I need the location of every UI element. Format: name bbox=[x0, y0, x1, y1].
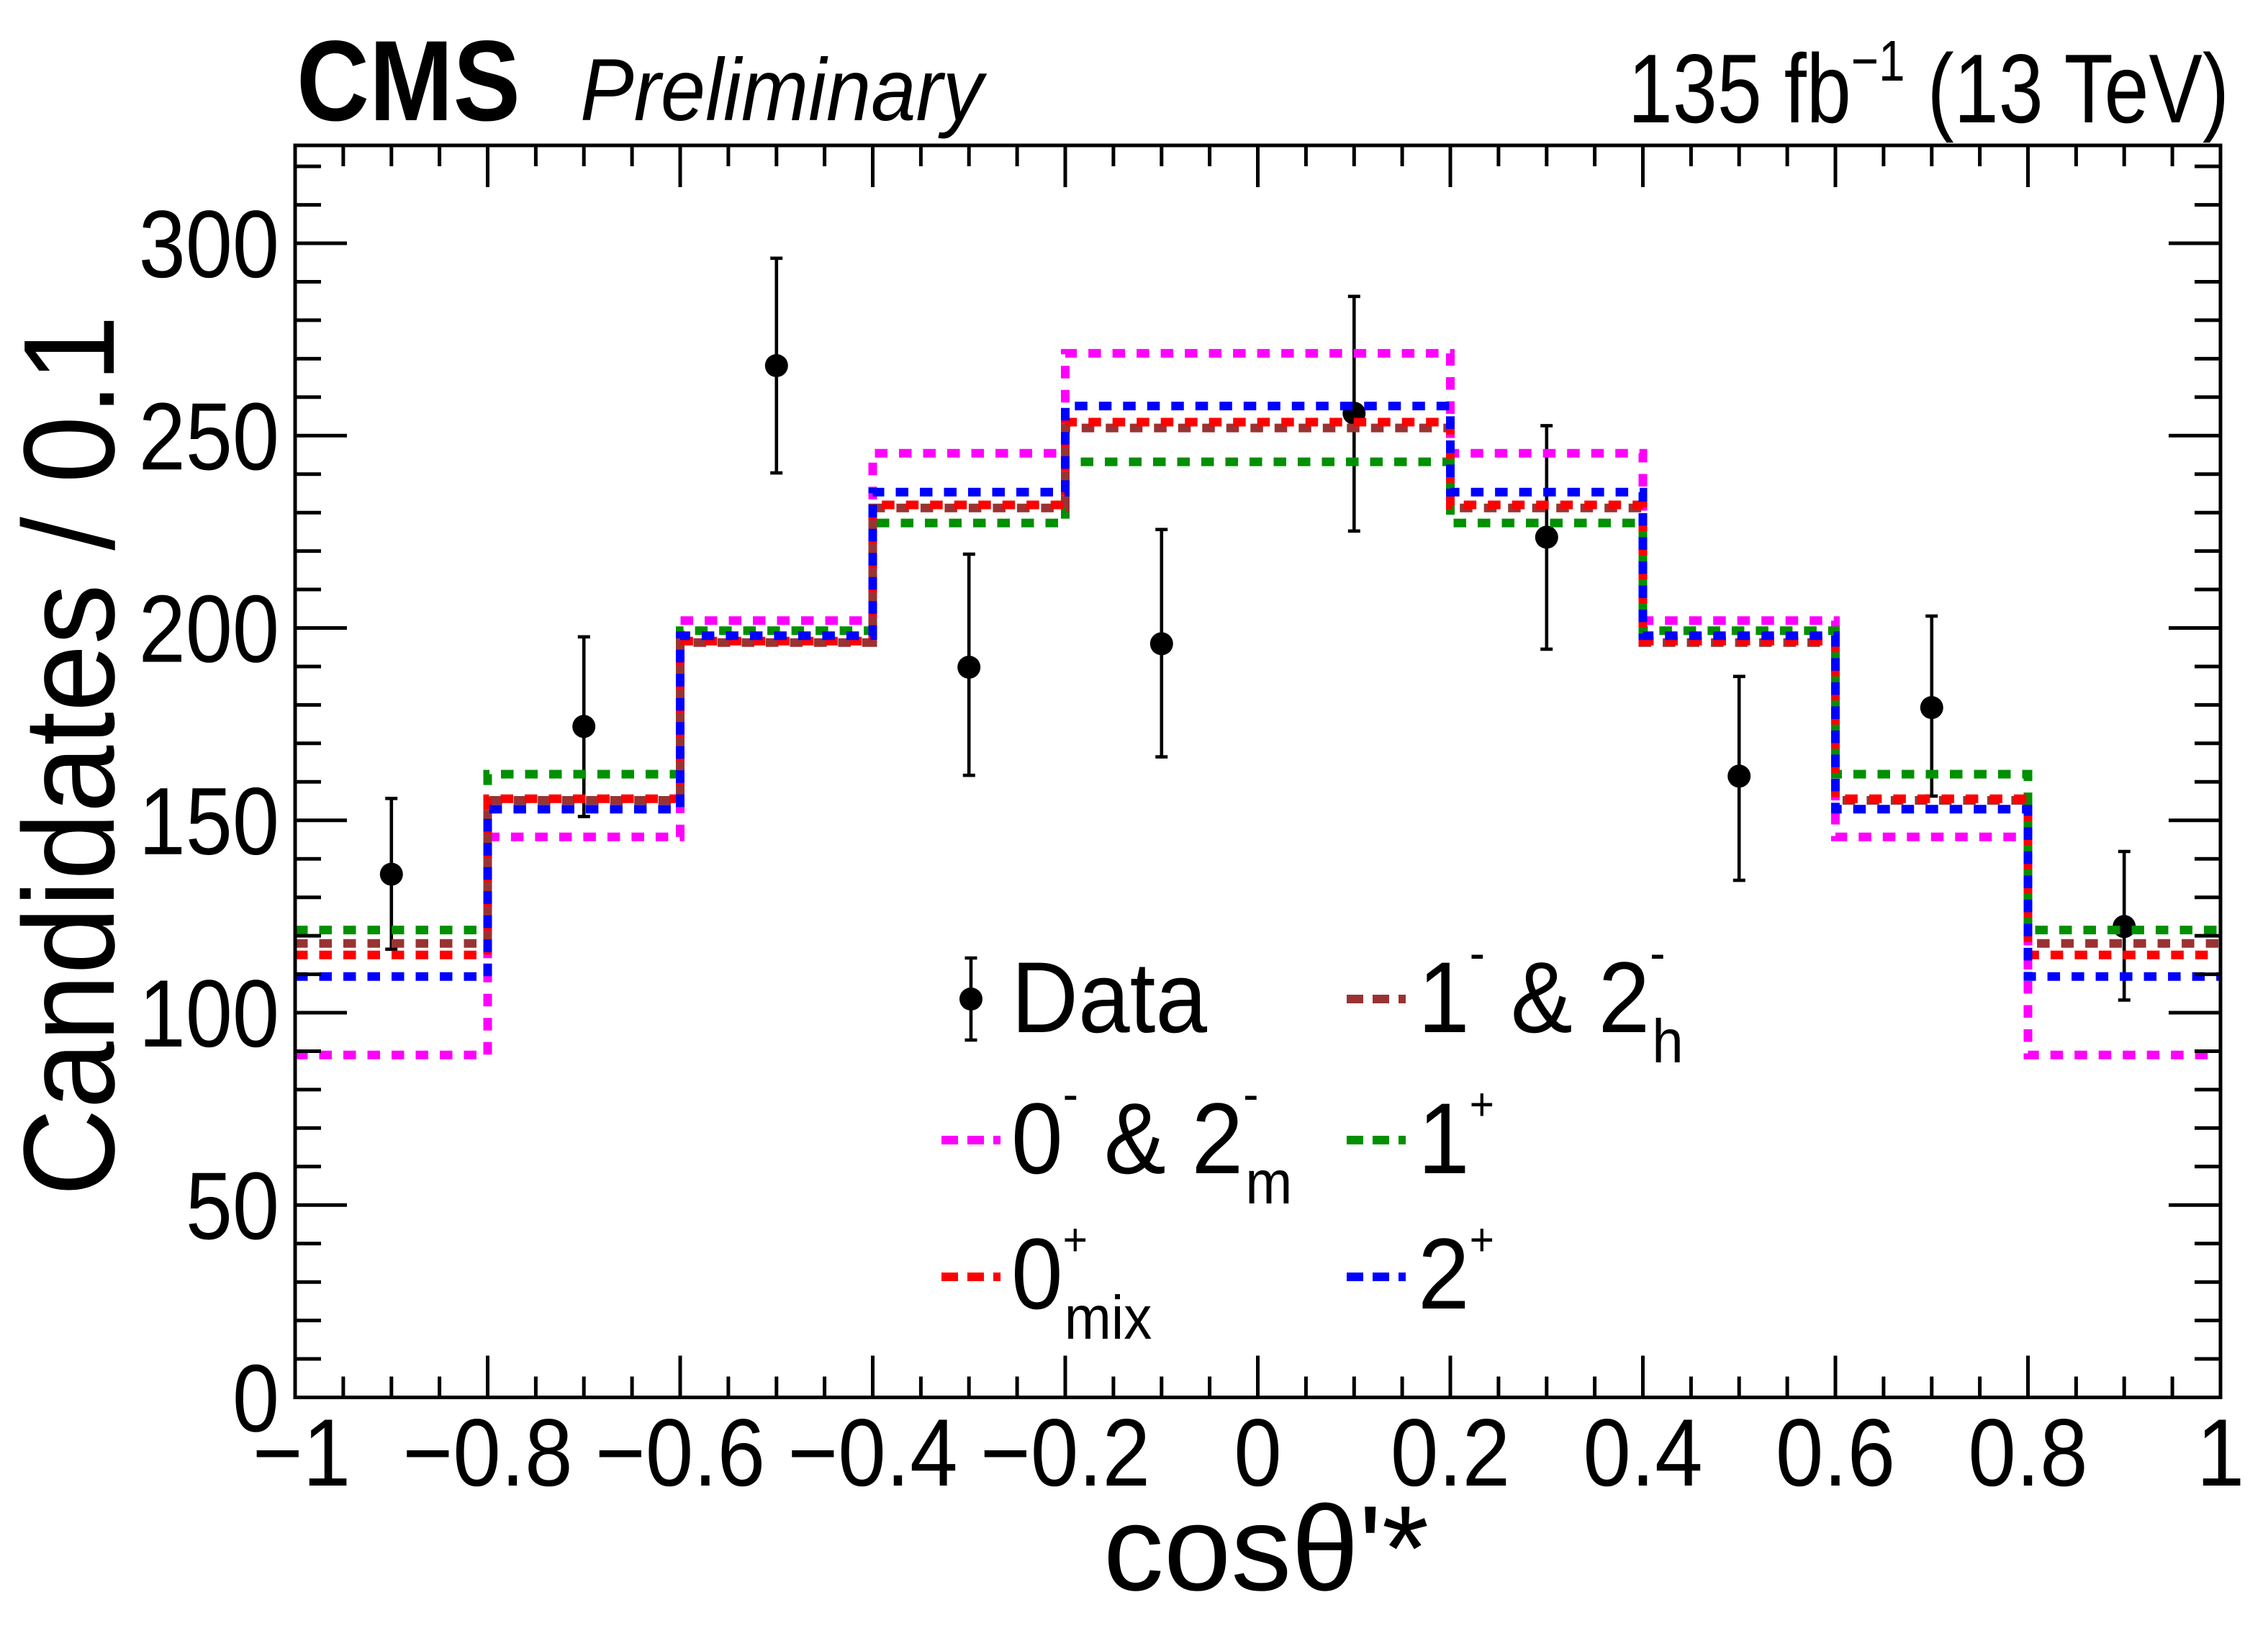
svg-text:0: 0 bbox=[232, 1345, 279, 1452]
svg-text:135 fb−1 (13 TeV): 135 fb−1 (13 TeV) bbox=[1628, 29, 2229, 144]
svg-text:150: 150 bbox=[139, 768, 279, 875]
svg-text:0: 0 bbox=[1234, 1398, 1282, 1506]
svg-text:Preliminary: Preliminary bbox=[580, 40, 988, 139]
svg-text:300: 300 bbox=[139, 191, 279, 298]
svg-text:Candidates / 0.1: Candidates / 0.1 bbox=[0, 315, 141, 1196]
svg-text:0.6: 0.6 bbox=[1776, 1398, 1895, 1506]
svg-text:0.4: 0.4 bbox=[1583, 1398, 1702, 1506]
svg-text:−0.8: −0.8 bbox=[402, 1398, 572, 1506]
svg-text:50: 50 bbox=[186, 1152, 279, 1260]
svg-text:−0.2: −0.2 bbox=[980, 1398, 1150, 1506]
svg-text:cosθ'*: cosθ'* bbox=[1103, 1481, 1429, 1616]
svg-text:250: 250 bbox=[139, 383, 279, 490]
svg-text:1-​ & 2-​h​: 1-​ & 2-​h​ bbox=[1418, 926, 1684, 1076]
svg-text:Data: Data bbox=[1011, 941, 1207, 1054]
svg-text:CMS: CMS bbox=[297, 17, 520, 145]
svg-text:0.2: 0.2 bbox=[1391, 1398, 1510, 1506]
svg-text:200: 200 bbox=[139, 576, 279, 683]
svg-text:1: 1 bbox=[2197, 1398, 2245, 1506]
svg-text:−1: −1 bbox=[253, 1398, 351, 1506]
svg-text:−0.6: −0.6 bbox=[595, 1398, 765, 1506]
svg-text:100: 100 bbox=[139, 960, 279, 1067]
svg-text:−0.4: −0.4 bbox=[787, 1398, 957, 1506]
svg-text:0.8: 0.8 bbox=[1968, 1398, 2087, 1506]
